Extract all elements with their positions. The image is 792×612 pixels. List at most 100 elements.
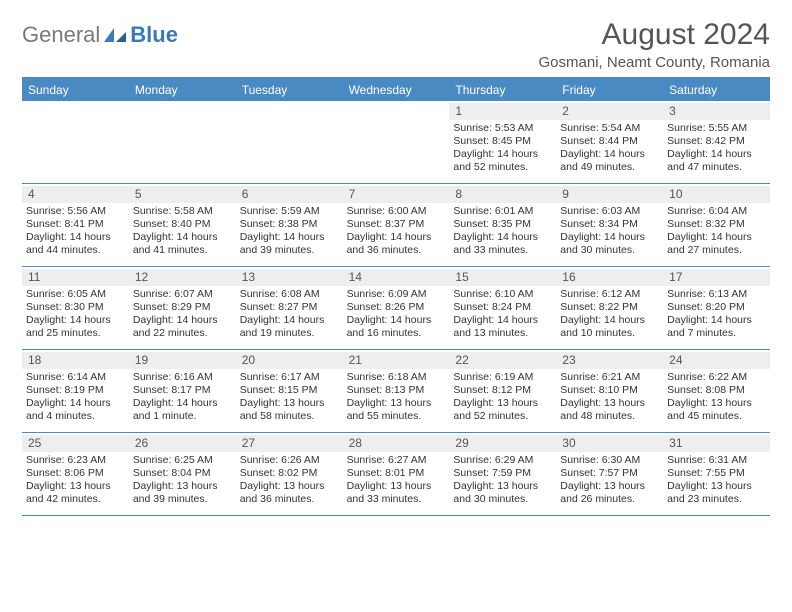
day-number: 29: [449, 435, 556, 452]
daylight-text: Daylight: 13 hours and 36 minutes.: [240, 480, 339, 506]
daylight-text: Daylight: 13 hours and 42 minutes.: [26, 480, 125, 506]
calendar-cell: 2Sunrise: 5:54 AMSunset: 8:44 PMDaylight…: [556, 101, 663, 183]
day-number: 24: [663, 352, 770, 369]
day-number: 7: [343, 186, 450, 203]
sunset-text: Sunset: 8:19 PM: [26, 384, 125, 397]
sunrise-text: Sunrise: 6:17 AM: [240, 371, 339, 384]
calendar-cell: 17Sunrise: 6:13 AMSunset: 8:20 PMDayligh…: [663, 267, 770, 349]
sunset-text: Sunset: 8:38 PM: [240, 218, 339, 231]
sunrise-text: Sunrise: 5:54 AM: [560, 122, 659, 135]
sunrise-text: Sunrise: 6:00 AM: [347, 205, 446, 218]
calendar-cell: 13Sunrise: 6:08 AMSunset: 8:27 PMDayligh…: [236, 267, 343, 349]
daylight-text: Daylight: 14 hours and 4 minutes.: [26, 397, 125, 423]
calendar-cell: [129, 101, 236, 183]
daylight-text: Daylight: 14 hours and 16 minutes.: [347, 314, 446, 340]
sunrise-text: Sunrise: 6:07 AM: [133, 288, 232, 301]
sunset-text: Sunset: 8:02 PM: [240, 467, 339, 480]
sunrise-text: Sunrise: 6:30 AM: [560, 454, 659, 467]
day-number: 11: [22, 269, 129, 286]
sunset-text: Sunset: 8:17 PM: [133, 384, 232, 397]
sunrise-text: Sunrise: 6:18 AM: [347, 371, 446, 384]
sunset-text: Sunset: 8:22 PM: [560, 301, 659, 314]
sunset-text: Sunset: 7:59 PM: [453, 467, 552, 480]
daylight-text: Daylight: 13 hours and 26 minutes.: [560, 480, 659, 506]
calendar-cell: 27Sunrise: 6:26 AMSunset: 8:02 PMDayligh…: [236, 433, 343, 515]
sunset-text: Sunset: 8:44 PM: [560, 135, 659, 148]
day-number: 13: [236, 269, 343, 286]
sunrise-text: Sunrise: 5:58 AM: [133, 205, 232, 218]
calendar-cell: 16Sunrise: 6:12 AMSunset: 8:22 PMDayligh…: [556, 267, 663, 349]
day-number: 22: [449, 352, 556, 369]
calendar-cell: 31Sunrise: 6:31 AMSunset: 7:55 PMDayligh…: [663, 433, 770, 515]
calendar-cell: 8Sunrise: 6:01 AMSunset: 8:35 PMDaylight…: [449, 184, 556, 266]
calendar-cell: 23Sunrise: 6:21 AMSunset: 8:10 PMDayligh…: [556, 350, 663, 432]
day-number: 20: [236, 352, 343, 369]
sunset-text: Sunset: 8:29 PM: [133, 301, 232, 314]
calendar-week: 4Sunrise: 5:56 AMSunset: 8:41 PMDaylight…: [22, 184, 770, 267]
daylight-text: Daylight: 13 hours and 48 minutes.: [560, 397, 659, 423]
daylight-text: Daylight: 14 hours and 25 minutes.: [26, 314, 125, 340]
calendar-cell: 26Sunrise: 6:25 AMSunset: 8:04 PMDayligh…: [129, 433, 236, 515]
calendar-cell: 4Sunrise: 5:56 AMSunset: 8:41 PMDaylight…: [22, 184, 129, 266]
calendar-cell: 11Sunrise: 6:05 AMSunset: 8:30 PMDayligh…: [22, 267, 129, 349]
brand-blue: Blue: [130, 22, 178, 48]
calendar-cell: 12Sunrise: 6:07 AMSunset: 8:29 PMDayligh…: [129, 267, 236, 349]
sunrise-text: Sunrise: 6:22 AM: [667, 371, 766, 384]
calendar-cell: 7Sunrise: 6:00 AMSunset: 8:37 PMDaylight…: [343, 184, 450, 266]
sunset-text: Sunset: 7:57 PM: [560, 467, 659, 480]
brand-logo: General Blue: [22, 22, 178, 48]
sunrise-text: Sunrise: 6:16 AM: [133, 371, 232, 384]
daylight-text: Daylight: 14 hours and 27 minutes.: [667, 231, 766, 257]
daylight-text: Daylight: 13 hours and 58 minutes.: [240, 397, 339, 423]
calendar-week: 11Sunrise: 6:05 AMSunset: 8:30 PMDayligh…: [22, 267, 770, 350]
sunrise-text: Sunrise: 6:09 AM: [347, 288, 446, 301]
daylight-text: Daylight: 13 hours and 52 minutes.: [453, 397, 552, 423]
daylight-text: Daylight: 13 hours and 23 minutes.: [667, 480, 766, 506]
day-number: 19: [129, 352, 236, 369]
daylight-text: Daylight: 13 hours and 39 minutes.: [133, 480, 232, 506]
header: General Blue August 2024 Gosmani, Neamt …: [22, 18, 770, 71]
sunrise-text: Sunrise: 6:23 AM: [26, 454, 125, 467]
day-number: 28: [343, 435, 450, 452]
calendar: SundayMondayTuesdayWednesdayThursdayFrid…: [22, 77, 770, 516]
calendar-cell: 21Sunrise: 6:18 AMSunset: 8:13 PMDayligh…: [343, 350, 450, 432]
day-number: 15: [449, 269, 556, 286]
day-number: 12: [129, 269, 236, 286]
calendar-cell: 5Sunrise: 5:58 AMSunset: 8:40 PMDaylight…: [129, 184, 236, 266]
calendar-week: 25Sunrise: 6:23 AMSunset: 8:06 PMDayligh…: [22, 433, 770, 516]
calendar-week: 18Sunrise: 6:14 AMSunset: 8:19 PMDayligh…: [22, 350, 770, 433]
sunrise-text: Sunrise: 6:27 AM: [347, 454, 446, 467]
calendar-cell: 9 Sunrise: 6:03 AMSunset: 8:34 PMDaylight…: [556, 184, 663, 266]
daylight-text: Daylight: 14 hours and 1 minute.: [133, 397, 232, 423]
sunrise-text: Sunrise: 6:31 AM: [667, 454, 766, 467]
daylight-text: Daylight: 13 hours and 33 minutes.: [347, 480, 446, 506]
calendar-cell: 6Sunrise: 5:59 AMSunset: 8:38 PMDaylight…: [236, 184, 343, 266]
sunrise-text: Sunrise: 6:03 AM: [560, 205, 659, 218]
daylight-text: Daylight: 14 hours and 19 minutes.: [240, 314, 339, 340]
daylight-text: Daylight: 13 hours and 30 minutes.: [453, 480, 552, 506]
calendar-cell: 19 Sunrise: 6:16 AMSunset: 8:17 PMDayligh…: [129, 350, 236, 432]
daylight-text: Daylight: 13 hours and 45 minutes.: [667, 397, 766, 423]
calendar-cell: 18Sunrise: 6:14 AMSunset: 8:19 PMDayligh…: [22, 350, 129, 432]
daylight-text: Daylight: 14 hours and 41 minutes.: [133, 231, 232, 257]
sunset-text: Sunset: 8:32 PM: [667, 218, 766, 231]
sunrise-text: Sunrise: 5:59 AM: [240, 205, 339, 218]
daylight-text: Daylight: 14 hours and 47 minutes.: [667, 148, 766, 174]
sunset-text: Sunset: 8:34 PM: [560, 218, 659, 231]
sunrise-text: Sunrise: 6:26 AM: [240, 454, 339, 467]
day-number: 18: [22, 352, 129, 369]
sunset-text: Sunset: 8:24 PM: [453, 301, 552, 314]
sunset-text: Sunset: 8:06 PM: [26, 467, 125, 480]
calendar-cell: 28Sunrise: 6:27 AMSunset: 8:01 PMDayligh…: [343, 433, 450, 515]
daylight-text: Daylight: 14 hours and 30 minutes.: [560, 231, 659, 257]
weekday-header: SundayMondayTuesdayWednesdayThursdayFrid…: [22, 79, 770, 101]
sunset-text: Sunset: 8:41 PM: [26, 218, 125, 231]
sunrise-text: Sunrise: 6:05 AM: [26, 288, 125, 301]
sunrise-text: Sunrise: 6:13 AM: [667, 288, 766, 301]
day-number: 25: [22, 435, 129, 452]
sunrise-text: Sunrise: 5:55 AM: [667, 122, 766, 135]
calendar-cell: 15Sunrise: 6:10 AMSunset: 8:24 PMDayligh…: [449, 267, 556, 349]
day-number: 9: [556, 186, 663, 203]
calendar-cell: [343, 101, 450, 183]
day-number: 17: [663, 269, 770, 286]
